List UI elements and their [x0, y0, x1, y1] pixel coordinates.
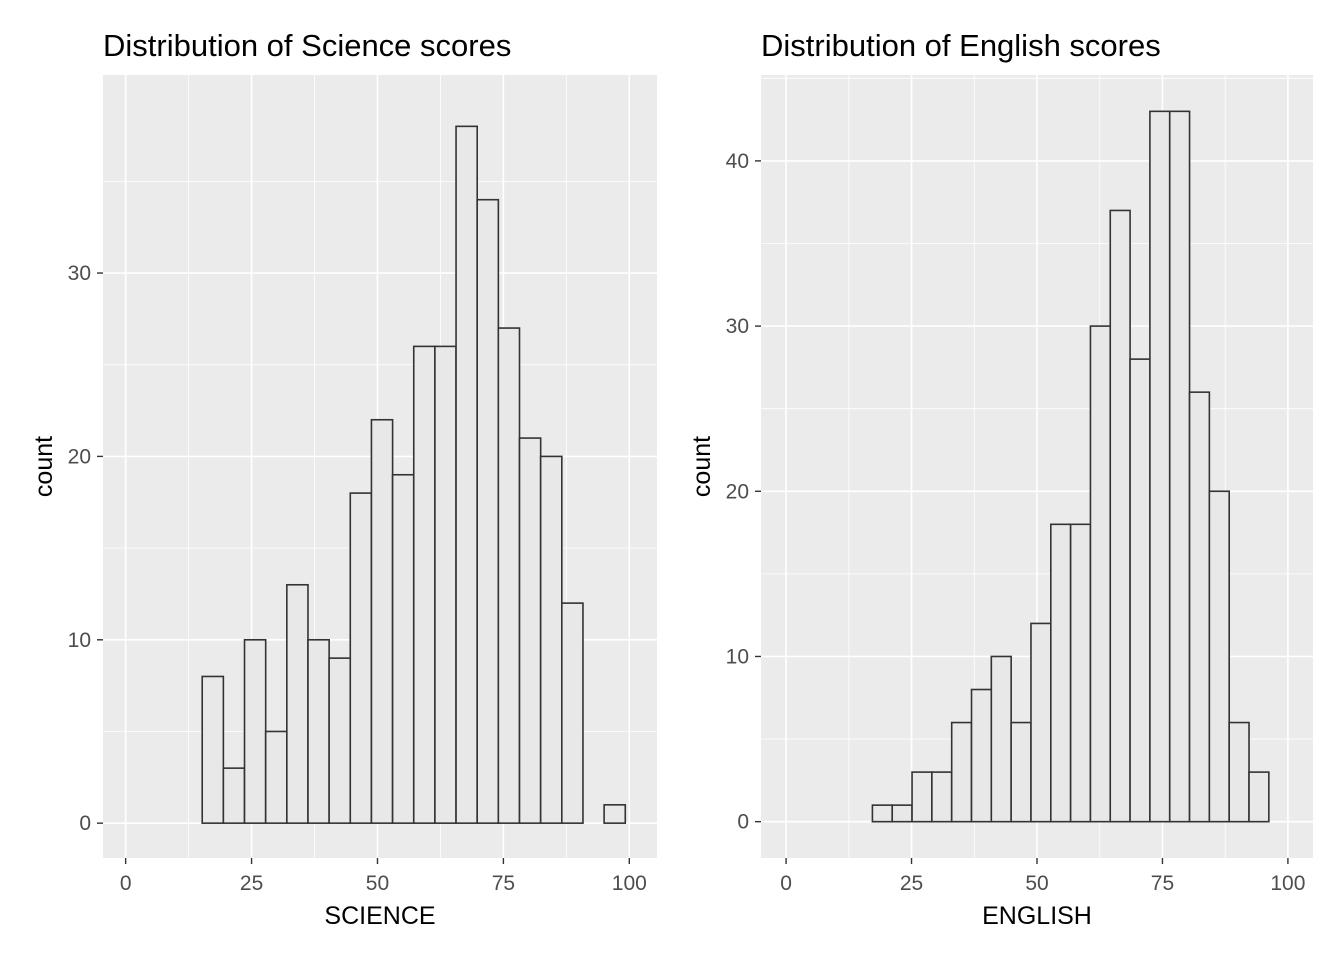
histogram-bar: [990, 655, 1012, 823]
histogram-bar: [518, 437, 542, 824]
x-tick-label: 0: [120, 872, 132, 895]
chart-panel-1: 0 25 50 75 100 0 10 20 30 Distribution of Science…: [30, 28, 657, 930]
histogram-bar: [434, 345, 457, 824]
histogram-bar: [391, 473, 415, 824]
histogram-bar: [455, 125, 479, 824]
histogram-bar: [286, 583, 309, 824]
y-axis-title: count: [30, 436, 58, 497]
histogram-bar: [328, 657, 352, 824]
histogram-bar: [1109, 209, 1131, 823]
y-tick-label: 20: [726, 480, 749, 503]
histogram-bar: [1010, 721, 1032, 823]
histogram-bar: [1089, 325, 1112, 823]
chart-panel-2: 0 25 50 75 100 0 10 20 30 40 Distribution of Engli…: [688, 28, 1313, 930]
histogram-bar: [561, 602, 584, 824]
histogram-bar: [1050, 523, 1072, 823]
histogram-bar: [349, 492, 373, 824]
histogram-bar: [243, 638, 267, 824]
y-tick-label: 10: [68, 629, 91, 652]
y-tick-label: 30: [68, 262, 91, 285]
histogram-bar: [497, 327, 521, 824]
y-tick-label: 30: [726, 315, 749, 338]
y-tick-label: 40: [726, 150, 749, 173]
histogram-bar: [931, 771, 953, 823]
x-axis-title: ENGLISH: [982, 902, 1092, 930]
x-tick-label: 25: [900, 872, 923, 895]
histogram-bar: [1030, 622, 1052, 823]
x-tick-label: 100: [1270, 872, 1305, 895]
histogram-bar: [476, 198, 500, 824]
histogram-bar: [603, 804, 627, 824]
histogram-bar: [1248, 771, 1270, 823]
y-tick-label: 0: [79, 812, 91, 835]
histogram-bar: [412, 345, 436, 824]
histogram-bar: [307, 638, 330, 824]
chart-title: Distribution of English scores: [761, 28, 1161, 63]
histogram-bar: [222, 767, 246, 824]
histogram-bar: [911, 771, 933, 823]
histogram-bar: [1208, 490, 1230, 823]
chart-title: Distribution of Science scores: [103, 28, 511, 63]
histogram-bar: [370, 418, 394, 824]
histogram-bar: [1228, 721, 1250, 823]
histogram-bar: [539, 455, 563, 824]
x-tick-label: 50: [366, 872, 389, 895]
histogram-bar: [1129, 358, 1151, 823]
histogram-bar: [871, 804, 894, 823]
histogram-bar: [891, 804, 913, 823]
x-tick-label: 75: [492, 872, 515, 895]
x-tick-label: 25: [240, 872, 263, 895]
x-tick-label: 50: [1025, 872, 1048, 895]
histogram-bar: [950, 721, 973, 823]
y-axis-title: count: [688, 436, 716, 497]
histogram-bar: [1069, 523, 1092, 823]
x-axis-title: SCIENCE: [324, 902, 435, 930]
histogram-bar: [1149, 110, 1171, 823]
histogram-bar: [970, 688, 993, 823]
histogram-bar: [1188, 391, 1211, 823]
y-tick-label: 0: [737, 811, 749, 834]
y-tick-label: 10: [726, 645, 749, 668]
y-tick-label: 20: [68, 445, 91, 468]
x-tick-label: 100: [612, 872, 647, 895]
histogram-bar: [1168, 110, 1191, 823]
histogram-bar: [264, 730, 288, 824]
x-tick-label: 75: [1151, 872, 1174, 895]
histogram-bar: [201, 675, 225, 824]
x-tick-label: 0: [780, 872, 792, 895]
